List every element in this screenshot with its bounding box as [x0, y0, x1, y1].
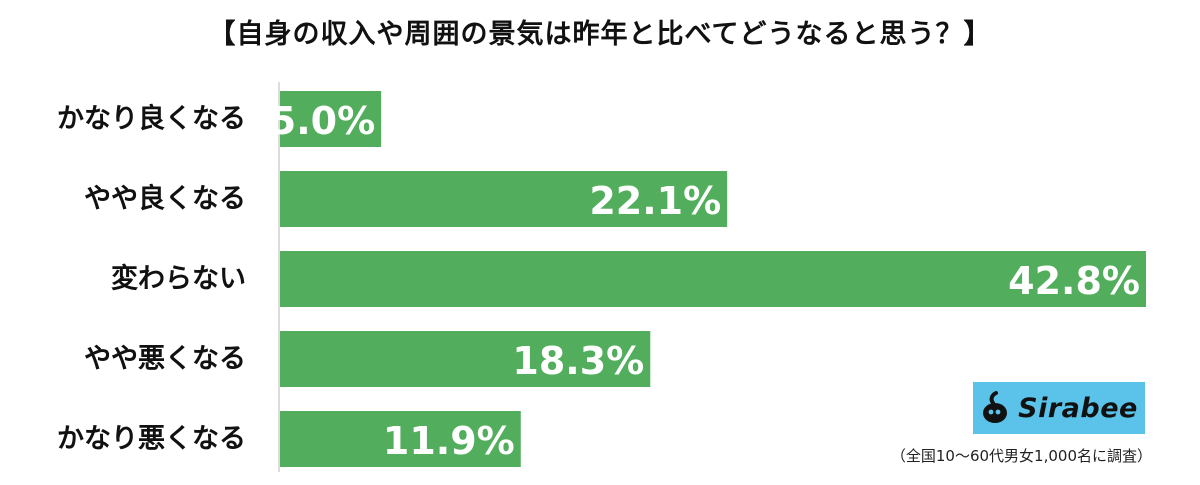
bars-group: かなり良くなる 5.0% やや良くなる 22.1% 変わらない 42.8% やや悪くなる 18… [57, 91, 1146, 467]
category-label: やや良くなる [84, 183, 246, 215]
value-label: 11.9% [383, 419, 515, 463]
bar [280, 171, 728, 227]
bar [280, 331, 651, 387]
value-label: 5.0% [270, 99, 375, 143]
value-label: 42.8% [1008, 259, 1140, 303]
sirabee-logo: Sirabee [973, 382, 1145, 434]
bar [280, 411, 521, 467]
category-label: 変わらない [111, 263, 246, 295]
category-label: かなり悪くなる [57, 424, 246, 455]
category-label: かなり良くなる [57, 103, 246, 135]
footnote: （全国10～60代男女1,000名に調査） [890, 447, 1152, 465]
bar [280, 251, 1146, 307]
value-label: 22.1% [589, 179, 721, 223]
category-label: やや悪くなる [84, 344, 246, 375]
chart-title: 【自身の収入や周囲の景気は昨年と比べてどうなると思う？】 [208, 19, 992, 50]
sirabee-logo-icon [983, 391, 1008, 423]
logo-text: Sirabee [1018, 392, 1138, 424]
value-label: 18.3% [512, 339, 644, 383]
bar [280, 91, 382, 147]
